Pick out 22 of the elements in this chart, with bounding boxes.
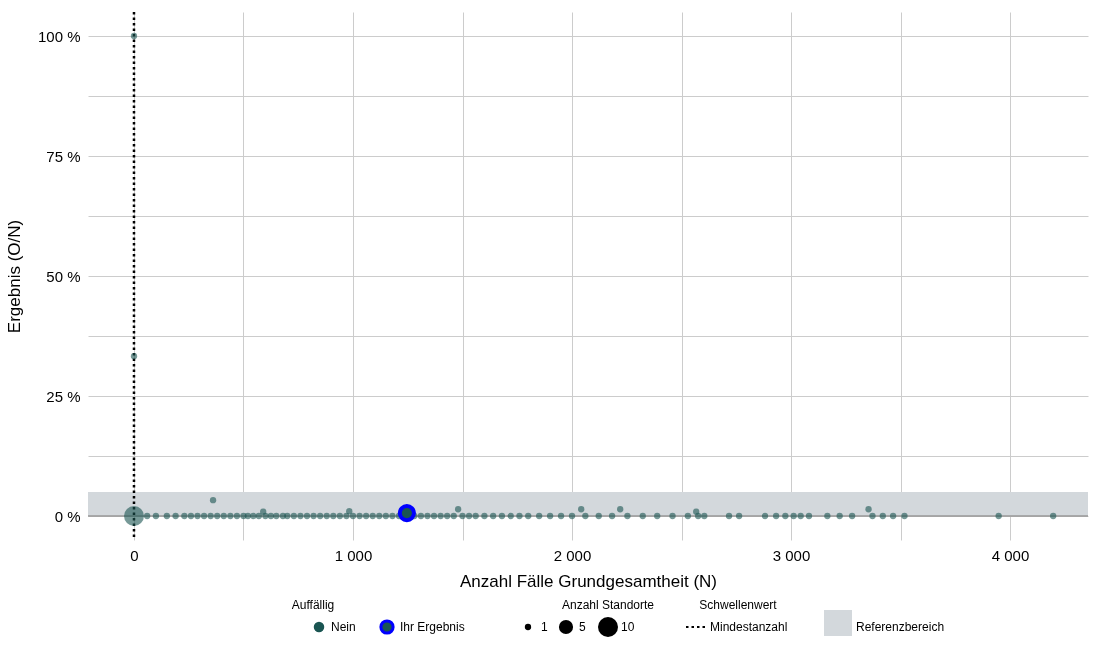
x-tick-label: 1 000 xyxy=(334,546,373,564)
legend-label: Ihr Ergebnis xyxy=(400,620,465,634)
y-tick-label: 100 % xyxy=(37,27,81,45)
legend-label: 1 xyxy=(541,620,548,634)
x-tick-label: 3 000 xyxy=(772,546,811,564)
y-tick-label: 25 % xyxy=(46,387,81,405)
legend-label: Mindestanzahl xyxy=(710,620,788,634)
legend-label: 10 xyxy=(621,620,635,634)
text: Schwellenwert xyxy=(699,598,778,612)
legend-title: Auffällig xyxy=(291,598,335,612)
x-tick-label: 0 xyxy=(130,546,139,564)
x-tick-label: 4 000 xyxy=(991,546,1030,564)
legend-label: Nein xyxy=(331,620,356,634)
y-tick-label: 75 % xyxy=(46,147,81,165)
text: Anzahl Standorte xyxy=(561,598,655,612)
y-tick-label: 0 % xyxy=(54,507,81,525)
x-tick-label: 2 000 xyxy=(553,546,592,564)
y-tick-label: 50 % xyxy=(46,267,81,285)
x-axis-title: Anzahl Fälle Grundgesamtheit (N) xyxy=(459,571,718,591)
y-axis-title: Ergebnis (O/N) xyxy=(4,219,24,334)
legend-label: 5 xyxy=(579,620,586,634)
legend-label: Referenzbereich xyxy=(856,620,945,634)
